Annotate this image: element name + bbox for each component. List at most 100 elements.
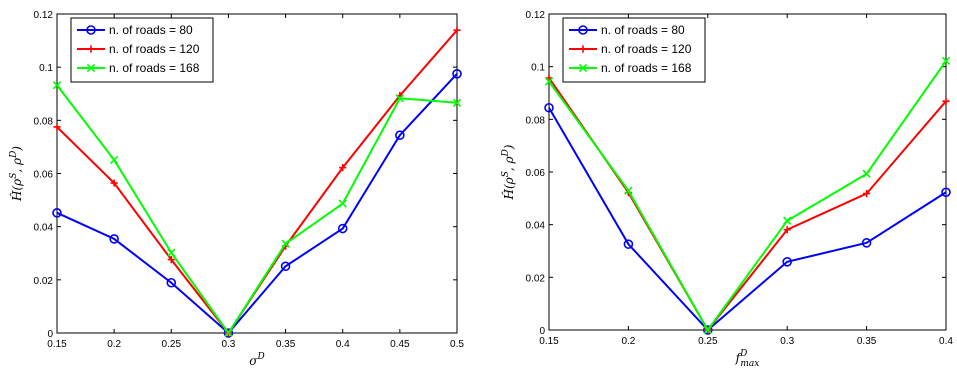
data-point-marker (110, 179, 118, 187)
legend-marker (578, 63, 588, 73)
y-tick-label: 0.06 (526, 168, 546, 179)
y-axis-label-part: D (501, 149, 511, 157)
y-axis-label-part: D (9, 151, 19, 159)
x-tick-label: 0.35 (857, 336, 877, 347)
data-point-marker (166, 277, 177, 288)
legend-label: n. of roads = 80 (601, 23, 685, 37)
y-tick-label: 0.08 (526, 115, 546, 126)
series-1 (544, 102, 951, 335)
series-line (56, 73, 458, 335)
y-axis-label: Ĥ(ρS, ρD) (9, 146, 24, 202)
data-point-marker (452, 69, 462, 79)
x-axis-label: fD max (735, 349, 760, 368)
legend: n. of roads = 80 n. of roads = 120 n. of r… (70, 17, 214, 83)
data-point-marker (783, 226, 791, 234)
data-point-marker (544, 102, 554, 113)
y-axis-label-part: Ĥ(ρ (501, 177, 516, 200)
data-point-marker (223, 328, 234, 338)
y-tick-label: 0.12 (34, 10, 54, 21)
legend-label: n. of roads = 168 (601, 61, 692, 75)
x-axis-label: σD (249, 352, 264, 368)
data-point-marker (109, 234, 119, 244)
x-tick-label: 0.35 (276, 339, 296, 350)
legend-marker (579, 45, 587, 53)
y-axis-label-part: , ρ (10, 158, 24, 173)
series-line (56, 84, 458, 335)
data-point-marker (782, 256, 793, 267)
data-point-marker (452, 98, 462, 107)
y-axis-label: Ĥ(ρS, ρD) (501, 144, 516, 200)
legend-label: n. of roads = 120 (601, 42, 692, 56)
data-point-marker (783, 216, 792, 225)
data-point-marker (624, 186, 633, 195)
x-tick-label: 0.25 (162, 339, 182, 350)
legend-marker (578, 25, 588, 35)
data-point-marker (52, 208, 62, 218)
data-point-marker (862, 169, 871, 179)
data-point-marker (167, 256, 175, 264)
data-point-marker (281, 239, 290, 248)
data-point-marker (53, 123, 61, 131)
x-tick-label: 0.2 (621, 336, 635, 347)
x-axis-label-base: f (735, 351, 743, 365)
y-axis-label-part: , ρ (502, 156, 516, 171)
data-point-marker (942, 97, 950, 105)
legend-marker (86, 63, 96, 73)
y-tick-label: 0.04 (34, 223, 54, 234)
data-point-marker (702, 325, 713, 335)
data-point-marker (395, 94, 405, 103)
y-tick-label: 0 (539, 326, 545, 337)
y-tick-label: 0 (47, 329, 53, 340)
x-tick-label: 0.45 (390, 339, 410, 350)
series-3 (52, 81, 462, 338)
y-tick-label: 0.1 (531, 63, 545, 74)
legend: n. of roads = 80 n. of roads = 120 n. of r… (562, 17, 706, 83)
data-point-marker (863, 189, 871, 198)
series-line (548, 60, 947, 332)
data-point-marker (941, 56, 951, 66)
x-axis-label-superscript: D (256, 352, 264, 362)
y-tick-label: 0.02 (34, 276, 54, 287)
series-1 (52, 69, 462, 338)
legend-label: n. of roads = 80 (109, 23, 193, 37)
data-point-marker (109, 155, 119, 165)
y-tick-label: 0.12 (526, 10, 546, 21)
y-axis-label-part: ) (10, 146, 24, 152)
y-axis-label-part: ) (502, 144, 516, 150)
legend-marker (87, 45, 95, 53)
series-line (548, 107, 947, 332)
y-tick-label: 0.08 (34, 116, 54, 127)
x-tick-label: 0.4 (939, 336, 953, 347)
data-point-marker (395, 130, 405, 141)
x-axis-label-superscript: D (739, 349, 747, 359)
data-point-marker (337, 223, 348, 234)
data-point-marker (453, 26, 461, 34)
data-point-marker (52, 81, 62, 90)
data-point-marker (861, 238, 872, 248)
x-tick-label: 0.5 (450, 339, 464, 350)
y-tick-label: 0.04 (526, 221, 546, 232)
y-axis-label-part: S (501, 171, 511, 177)
x-axis-label-base: σ (249, 354, 258, 368)
y-axis-label-part: S (9, 173, 19, 179)
y-tick-label: 0.1 (39, 63, 53, 74)
data-point-marker (339, 164, 347, 172)
data-point-marker (224, 328, 233, 338)
data-point-marker (338, 199, 347, 208)
legend-label: n. of roads = 168 (109, 61, 200, 75)
y-tick-label: 0.06 (34, 170, 54, 181)
x-tick-label: 0.3 (221, 339, 235, 350)
series-3 (544, 56, 951, 335)
series-line (548, 77, 947, 332)
x-tick-label: 0.2 (107, 339, 121, 350)
data-point-marker (703, 325, 712, 335)
data-point-marker (623, 239, 634, 249)
legend-label: n. of roads = 120 (109, 42, 200, 56)
x-tick-label: 0.25 (698, 336, 718, 347)
x-tick-label: 0.15 (539, 336, 559, 347)
legend-marker (86, 25, 96, 35)
chart-panel-2: 0.15 0.2 0.25 0.3 0.35 0.4 0 0.02 0.04 0.06 0.08 0.… (501, 10, 953, 368)
x-axis-label-subscript: max (740, 359, 759, 368)
x-tick-label: 0.4 (336, 339, 350, 350)
